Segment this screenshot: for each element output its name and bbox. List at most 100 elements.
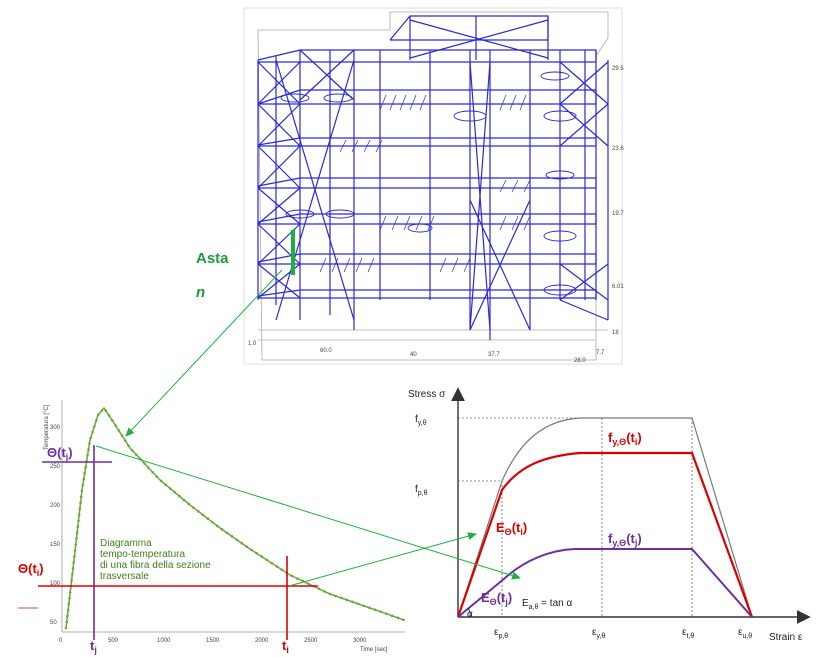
- temperature-curve-marker: [89, 436, 93, 439]
- temperature-curve-marker: [192, 506, 195, 509]
- temperature-curve-marker: [80, 489, 84, 493]
- stress-strain-chart: Stress σ Strain ε fy,θ fp,θ εp,θ εy,θ εt…: [408, 387, 811, 643]
- temperature-curve-marker: [73, 549, 77, 552]
- svg-text:7.7: 7.7: [596, 350, 605, 356]
- eps-y-tick-label: εy,θ: [592, 627, 605, 640]
- temperature-curve-marker: [66, 614, 69, 618]
- temperature-curve-marker: [120, 434, 124, 437]
- temperature-curve-marker: [225, 531, 229, 535]
- temperature-curve-marker: [270, 561, 274, 565]
- temperature-curve-marker: [77, 519, 80, 523]
- temperature-curve-marker: [79, 501, 82, 505]
- temperature-curve-marker: [168, 487, 172, 490]
- temperature-curve-marker: [211, 520, 214, 524]
- temp-y-tick-label: 250: [50, 464, 61, 470]
- temperature-curve-marker: [339, 596, 343, 600]
- temperature-curve-marker: [67, 602, 71, 606]
- temp-x-tick-label: 3000: [353, 638, 367, 644]
- temperature-curve-marker: [110, 419, 114, 422]
- temperature-curve-marker: [76, 525, 80, 528]
- temperature-curve-marker: [201, 513, 205, 517]
- temp-y-tick-label: 100: [50, 581, 61, 587]
- temperature-curve-marker: [396, 616, 400, 620]
- temp-y-tick-label: 300: [50, 425, 61, 431]
- temp-x-tick-label: 0: [59, 638, 63, 644]
- E-ti-label: EΘ(ti): [496, 520, 527, 537]
- temperature-curve-marker: [71, 573, 74, 576]
- svg-text:60.0: 60.0: [320, 348, 332, 354]
- temp-y-tick-label: 150: [50, 542, 61, 548]
- temp-chart-caption: Diagramma tempo-temperatura di una fibra…: [100, 538, 213, 582]
- temperature-curve-marker: [73, 555, 76, 558]
- member-label-line1: Asta: [196, 250, 229, 267]
- temp-y-tick-label: 200: [50, 503, 61, 509]
- temperature-curve: [65, 406, 405, 629]
- temperature-curve-marker: [351, 600, 354, 604]
- temperature-curve-marker: [78, 507, 82, 511]
- temperature-curve-marker: [147, 466, 150, 470]
- temp-x-tick-label: 2500: [304, 638, 318, 644]
- temperature-curve-marker: [65, 620, 69, 624]
- temp-x-tick-label: 2000: [255, 638, 269, 644]
- svg-text:37.7: 37.7: [488, 352, 500, 358]
- temperature-curve-marker: [94, 419, 98, 422]
- temperature-curve-marker: [187, 502, 191, 506]
- temperature-curve-marker: [68, 596, 71, 600]
- temperature-curve-marker: [373, 608, 377, 612]
- temperature-curve-marker: [83, 471, 86, 475]
- temperature-curve-marker: [306, 582, 310, 585]
- temperature-curve-marker: [68, 590, 72, 594]
- temperature-curve-marker: [79, 495, 83, 499]
- temp-x-tick-label: 1500: [206, 638, 220, 644]
- temperature-curve-marker: [173, 491, 177, 494]
- temp-x-tick-label: 1000: [157, 638, 171, 644]
- fp-tick-label: fp,θ: [415, 484, 428, 497]
- temperature-curve-marker: [164, 483, 167, 487]
- theta-tj-label: Θ(tj): [47, 445, 73, 462]
- temperature-curve-marker: [296, 577, 299, 580]
- temperature-curve-marker: [75, 531, 79, 534]
- temperature-curve-marker: [130, 449, 134, 452]
- fy-tj-label: fy,Θ(tj): [608, 531, 642, 548]
- temp-chart-ylabel: Temperatura [°C]: [44, 404, 50, 450]
- temperature-curve-marker: [280, 568, 284, 571]
- temperature-curve-marker: [390, 614, 394, 618]
- temperature-curve-marker: [71, 567, 75, 570]
- temperature-curve-marker: [362, 604, 366, 608]
- fy-tick-label: fy,θ: [415, 414, 427, 427]
- connector-arrows: [95, 269, 521, 587]
- temperature-curve-marker: [117, 429, 121, 432]
- svg-text:28.0: 28.0: [574, 358, 586, 364]
- temperature-curve-marker: [317, 587, 321, 591]
- temperature-curve-marker: [104, 409, 107, 412]
- temperature-curve-marker: [255, 552, 258, 555]
- stress-curve-ti: [456, 451, 754, 618]
- temperature-curve-marker: [265, 558, 269, 562]
- svg-text:6.01: 6.01: [612, 284, 624, 290]
- fy-ti-label: fy,Θ(ti): [608, 430, 642, 447]
- temperature-curve-marker: [290, 574, 294, 578]
- temperature-curve-marker: [81, 483, 85, 487]
- temperature-curve-marker: [86, 454, 89, 457]
- temperature-curve-marker: [178, 494, 181, 498]
- eps-u-tick-label: εu,θ: [738, 627, 752, 640]
- temperature-curve-marker: [72, 561, 76, 564]
- temperature-curve-marker: [230, 535, 234, 538]
- temperature-curve-marker: [127, 444, 130, 447]
- theta-ti-label: Θ(ti): [18, 561, 44, 578]
- stress-axis-label: Stress σ: [408, 389, 446, 400]
- temperature-curve-marker: [220, 528, 224, 531]
- svg-text:23.6: 23.6: [612, 146, 624, 152]
- temperature-curve-marker: [159, 479, 163, 483]
- temperature-curve-marker: [77, 513, 81, 517]
- temperature-curve-marker: [240, 541, 244, 545]
- temp-chart-xlabel: Time [sec]: [360, 647, 388, 653]
- temperature-time-chart: Temperatura [°C] Time [sec] 50 100 150 200 2…: [18, 400, 405, 655]
- member-label-line2: n: [196, 284, 205, 301]
- svg-text:1.0: 1.0: [248, 341, 257, 347]
- temperature-curve-marker: [155, 475, 159, 478]
- temperature-curve-marker: [143, 462, 146, 465]
- temperature-curve-marker: [196, 509, 200, 513]
- reference-curve: [457, 417, 753, 618]
